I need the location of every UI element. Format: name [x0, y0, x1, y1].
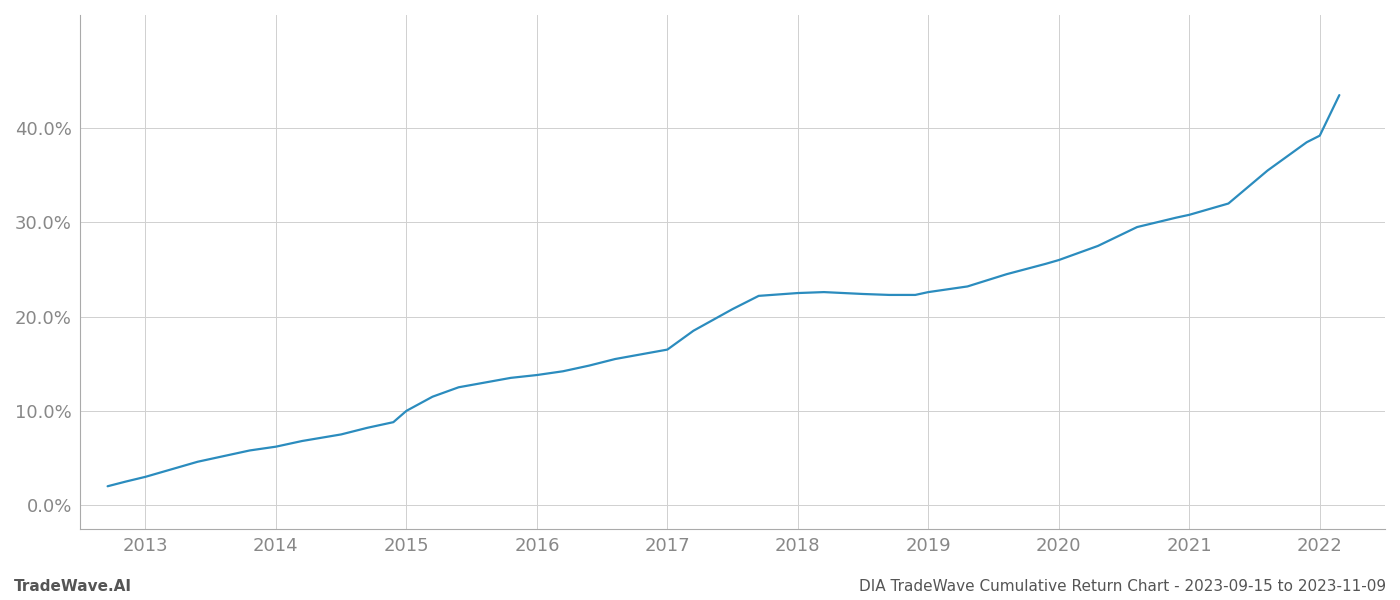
Text: DIA TradeWave Cumulative Return Chart - 2023-09-15 to 2023-11-09: DIA TradeWave Cumulative Return Chart - … — [858, 579, 1386, 594]
Text: TradeWave.AI: TradeWave.AI — [14, 579, 132, 594]
